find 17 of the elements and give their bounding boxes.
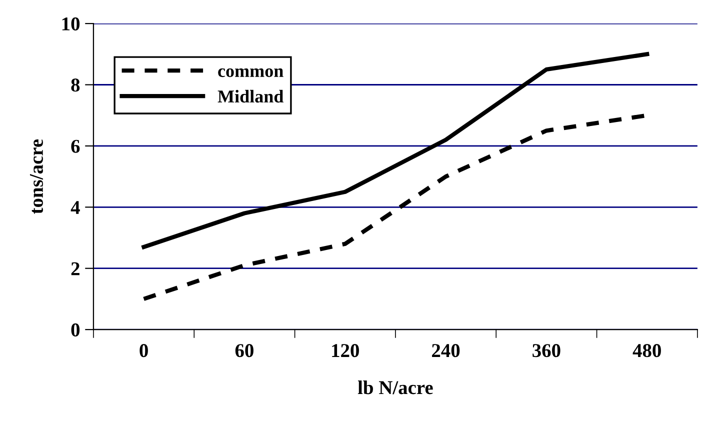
y-tick-label: 2	[71, 262, 80, 276]
x-axis-title: lb N/acre	[358, 380, 433, 394]
x-tick-label: 240	[432, 344, 460, 358]
x-tick-label: 360	[532, 344, 560, 358]
legend-label: common	[218, 68, 284, 78]
x-tick-label: 0	[140, 344, 148, 358]
x-tick-label: 480	[632, 344, 661, 358]
legend-label: Midland	[218, 90, 284, 103]
y-tick-label: 6	[71, 140, 80, 153]
y-tick-label: 8	[71, 78, 80, 92]
y-tick-label: 10	[62, 17, 80, 30]
x-tick-label: 60	[235, 344, 254, 358]
y-axis-title: tons/acre	[30, 139, 43, 214]
line-series	[142, 52, 650, 250]
x-tick-label: 120	[332, 344, 359, 358]
y-tick-label: 4	[70, 201, 80, 214]
y-tick-label: 0	[71, 323, 80, 336]
